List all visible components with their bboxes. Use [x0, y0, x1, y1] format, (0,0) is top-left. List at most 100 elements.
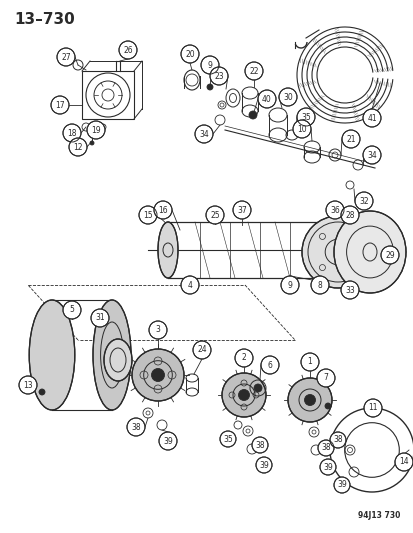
- Circle shape: [248, 111, 256, 119]
- Circle shape: [151, 368, 164, 382]
- Text: 9: 9: [207, 61, 212, 69]
- Circle shape: [87, 121, 105, 139]
- Text: 5: 5: [69, 305, 74, 314]
- Circle shape: [39, 389, 45, 395]
- Text: 2: 2: [241, 353, 246, 362]
- Text: 26: 26: [123, 45, 133, 54]
- Circle shape: [333, 477, 349, 493]
- Text: 35: 35: [223, 434, 232, 443]
- Circle shape: [362, 109, 380, 127]
- Circle shape: [63, 124, 81, 142]
- Circle shape: [252, 437, 267, 453]
- Text: 27: 27: [61, 52, 71, 61]
- Circle shape: [304, 394, 315, 406]
- Text: 9: 9: [287, 280, 292, 289]
- Text: 29: 29: [384, 251, 394, 260]
- Text: 94J13 730: 94J13 730: [357, 511, 399, 520]
- Circle shape: [238, 390, 249, 400]
- Text: 30: 30: [282, 93, 292, 101]
- Circle shape: [340, 206, 358, 224]
- Circle shape: [192, 341, 211, 359]
- Ellipse shape: [104, 339, 132, 381]
- Circle shape: [319, 459, 335, 475]
- Text: 28: 28: [344, 211, 354, 220]
- Text: 13–730: 13–730: [14, 12, 75, 27]
- Circle shape: [221, 373, 266, 417]
- Text: 40: 40: [261, 94, 271, 103]
- Circle shape: [325, 201, 343, 219]
- Text: 14: 14: [398, 457, 408, 466]
- Ellipse shape: [333, 211, 405, 293]
- Circle shape: [219, 431, 235, 447]
- Circle shape: [91, 309, 109, 327]
- Text: 38: 38: [131, 423, 140, 432]
- Text: 20: 20: [185, 50, 195, 59]
- Text: 7: 7: [323, 374, 328, 383]
- Circle shape: [316, 369, 334, 387]
- Text: 39: 39: [259, 461, 268, 470]
- Ellipse shape: [158, 222, 178, 278]
- Text: 6: 6: [267, 360, 272, 369]
- Circle shape: [180, 276, 199, 294]
- Circle shape: [235, 349, 252, 367]
- Circle shape: [341, 130, 359, 148]
- Circle shape: [69, 138, 87, 156]
- Text: 18: 18: [67, 128, 76, 138]
- Text: 35: 35: [300, 112, 310, 122]
- Circle shape: [287, 378, 331, 422]
- Circle shape: [362, 146, 380, 164]
- Text: 13: 13: [23, 381, 33, 390]
- Circle shape: [280, 276, 298, 294]
- Text: 23: 23: [214, 71, 223, 80]
- Circle shape: [292, 120, 310, 138]
- Circle shape: [206, 84, 212, 90]
- Text: 39: 39: [336, 481, 346, 489]
- Text: 37: 37: [237, 206, 246, 214]
- Circle shape: [300, 353, 318, 371]
- Circle shape: [127, 418, 145, 436]
- Circle shape: [296, 108, 314, 126]
- Text: 10: 10: [297, 125, 306, 133]
- Text: 12: 12: [73, 142, 83, 151]
- Text: 39: 39: [322, 463, 332, 472]
- Circle shape: [255, 457, 271, 473]
- Circle shape: [233, 201, 250, 219]
- Circle shape: [132, 349, 183, 401]
- Circle shape: [63, 301, 81, 319]
- Text: 34: 34: [366, 150, 376, 159]
- Text: 32: 32: [358, 197, 368, 206]
- Circle shape: [278, 88, 296, 106]
- Circle shape: [201, 56, 218, 74]
- Circle shape: [206, 206, 223, 224]
- Circle shape: [254, 384, 261, 392]
- Text: 11: 11: [367, 403, 377, 413]
- Circle shape: [257, 90, 275, 108]
- Circle shape: [354, 192, 372, 210]
- Text: 15: 15: [143, 211, 152, 220]
- Circle shape: [329, 432, 345, 448]
- Ellipse shape: [308, 222, 330, 278]
- Text: 22: 22: [249, 67, 258, 76]
- Circle shape: [180, 45, 199, 63]
- Circle shape: [394, 453, 412, 471]
- Text: 4: 4: [187, 280, 192, 289]
- Circle shape: [19, 376, 37, 394]
- Ellipse shape: [29, 300, 75, 410]
- Text: 19: 19: [91, 125, 101, 134]
- Circle shape: [149, 321, 166, 339]
- Text: 16: 16: [158, 206, 167, 214]
- Circle shape: [380, 246, 398, 264]
- Circle shape: [90, 141, 94, 145]
- Ellipse shape: [301, 216, 373, 288]
- Text: 25: 25: [210, 211, 219, 220]
- Circle shape: [340, 281, 358, 299]
- Text: 36: 36: [329, 206, 339, 214]
- Text: 38: 38: [332, 435, 342, 445]
- Circle shape: [195, 125, 212, 143]
- Circle shape: [139, 206, 157, 224]
- Text: 33: 33: [344, 286, 354, 295]
- Text: 1: 1: [307, 358, 312, 367]
- Circle shape: [209, 67, 228, 85]
- Circle shape: [57, 48, 75, 66]
- Circle shape: [317, 440, 333, 456]
